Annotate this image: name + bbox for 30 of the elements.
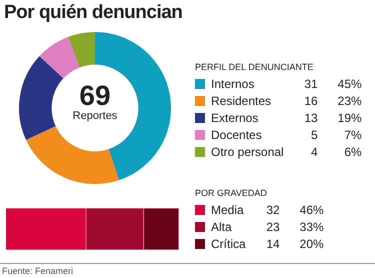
text: 23%: [336, 92, 362, 109]
legend-title: POR GRAVEDAD: [195, 188, 268, 198]
text: 19%: [336, 110, 362, 126]
data-label: 5: [310, 126, 318, 143]
legend-label: Docentes: [210, 126, 263, 143]
legend-label: Crítica: [210, 236, 246, 252]
data-label: 31: [303, 76, 318, 92]
legend-label: Media: [210, 202, 245, 218]
data-label: 13: [303, 110, 318, 126]
legend-label: Internos: [210, 76, 256, 92]
text: 69: [78, 80, 112, 111]
text: 46%: [298, 202, 324, 218]
text: Reportes: [72, 110, 118, 122]
data-label: 4: [310, 144, 318, 160]
text: 23: [265, 218, 280, 235]
text: 6%: [343, 144, 362, 160]
text: 7%: [343, 126, 362, 143]
legend-label: Externos: [210, 110, 260, 126]
legend-label: Residentes: [210, 92, 272, 109]
data-label: 16: [303, 92, 318, 109]
legend-label: Otro personal: [210, 144, 284, 160]
legend-title: PERFIL DEL DENUNCIANTE: [195, 62, 314, 72]
text: 14: [265, 236, 280, 252]
text: 33%: [298, 218, 324, 235]
text: 45%: [336, 76, 362, 92]
text: 32: [265, 202, 280, 218]
legend-label: Alta: [210, 218, 233, 235]
chart-title: Por quién denuncian: [4, 2, 182, 24]
source-note: Fuente: Fenameri: [0, 263, 375, 276]
text: 20%: [298, 236, 324, 252]
